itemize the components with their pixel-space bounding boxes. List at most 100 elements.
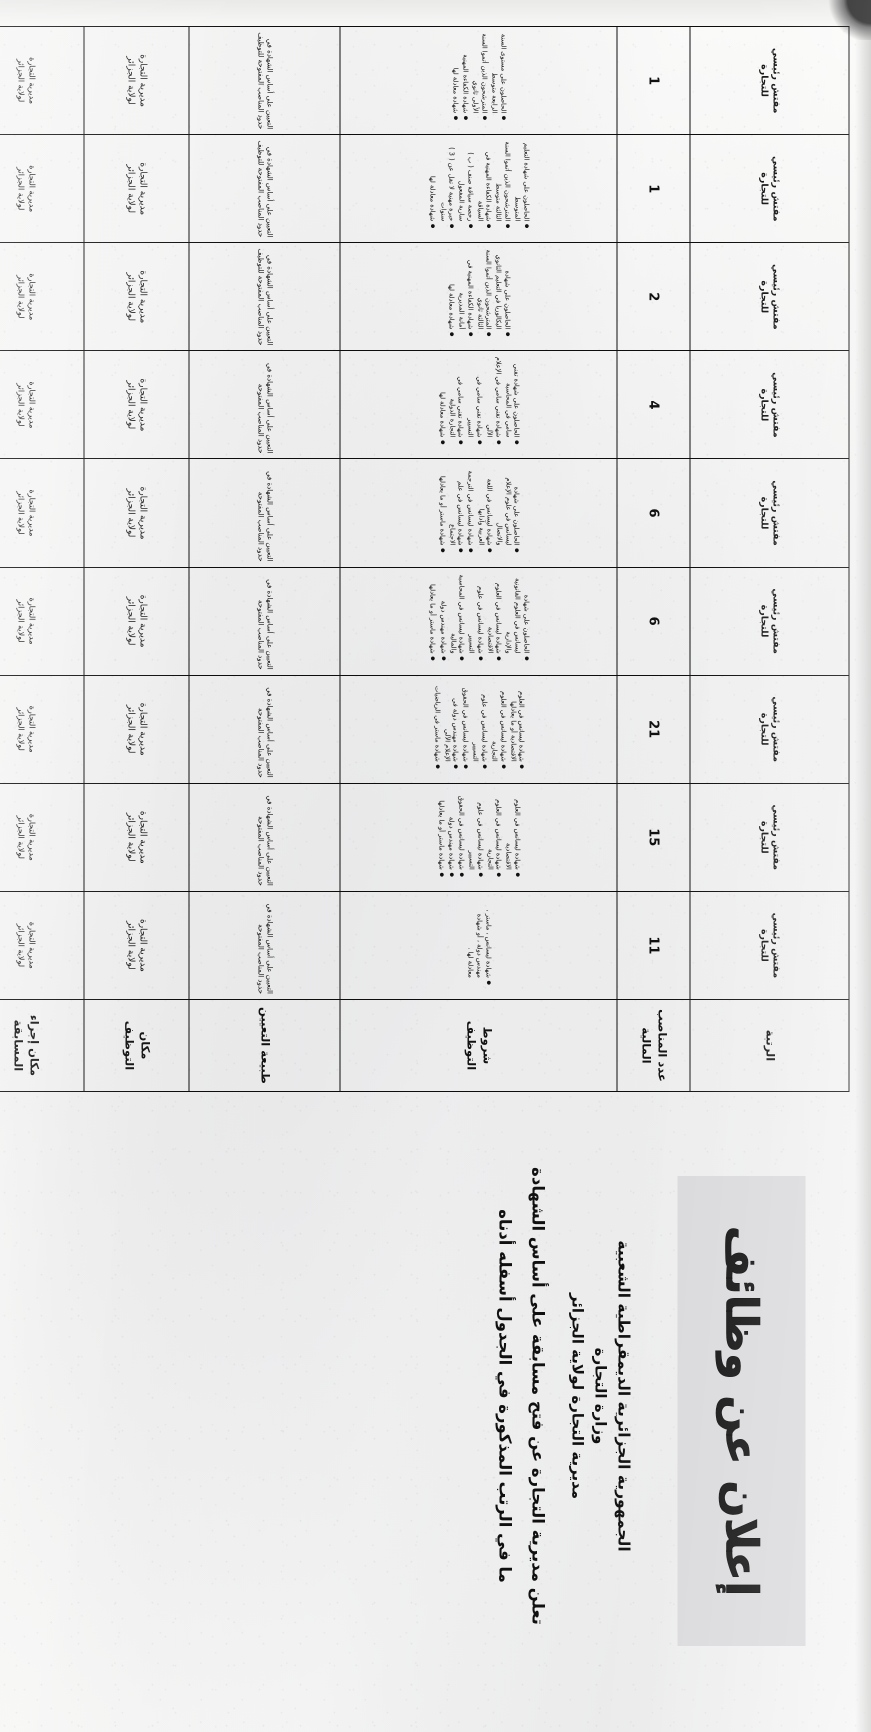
list-item: الحاصلون على شهادة البكالوريا في التعليم… (494, 248, 511, 336)
table-cell-posts: 1 (616, 134, 690, 243)
table-cell-nature: التعيين على أساس الشهادة في حدود المناصب… (188, 242, 340, 351)
table-cell-exam_place: مديرية التجارة لولاية الجزائر (0, 134, 84, 243)
list-item: شهادة معادلة لها (451, 32, 459, 120)
list-item: شهادة معادلة لها (437, 356, 446, 444)
table-cell-nature: التعيين على أساس الشهادة في حدود المناصب… (188, 783, 340, 892)
conditions-list: شهادة ليسانس في العلوم الاقتصادية أو ما … (432, 681, 526, 778)
table-cell-conditions: الحاصلون على مستوى السنة الرابعة متوسطال… (339, 26, 617, 135)
list-item: المترشحون الذين أتموا السنة الثالثة متوس… (494, 140, 511, 228)
list-item: الحاصلون على مستوى السنة الرابعة متوسط (490, 32, 507, 120)
table-cell-conditions: الحاصلون على شهادة تقني سامي في المحاسبة… (339, 350, 617, 459)
table-row: مكان إجراء المسابقة مديرية التجارة لولاية ا… (0, 26, 84, 1092)
list-item: خبرة مهنية لا تقل عن ( 3 ) سنوات (438, 140, 456, 228)
table-cell-place: مديرية التجارة لولاية الجزائر (83, 567, 189, 676)
table-cell-place: مديرية التجارة لولاية الجزائر (83, 783, 189, 892)
table-cell-posts: 1 (616, 26, 690, 135)
conditions-list: شهادة ليسانس ، ماستر ، مهندس دولة ، أو ش… (466, 897, 491, 994)
heading-subtitle-1: تعلن مديرية التجارة عن فتح مسابقة على أس… (528, 1167, 548, 1625)
conditions-list: الحاصلون على شهادة ليسانس في علوم الإعلا… (437, 464, 521, 561)
table-row: الرتبة مفتش رئيسي للتجارة مفتش رئيسي للتجا… (689, 26, 849, 1092)
table-cell-exam_place: مديرية التجارة لولاية الجزائر (0, 675, 84, 784)
table-cell-place: مديرية التجارة لولاية الجزائر (83, 350, 189, 459)
conditions-list: شهادة ليسانس في العلوم الاقتصاديةشهادة ل… (436, 789, 521, 886)
conditions-list: الحاصلون على شهادة البكالوريا في التعليم… (447, 248, 511, 345)
table-cell-exam_place: مديرية التجارة لولاية الجزائر (0, 783, 84, 892)
table-cell-conditions: الحاصلون على شهادة ليسانس في العلوم القا… (339, 567, 617, 676)
jobs-table: الرتبة مفتش رئيسي للتجارة مفتش رئيسي للتجا… (0, 26, 849, 1092)
table-row: عدد المناصب المالية 11 15 21 6 6 4 2 1 1 (616, 26, 690, 1092)
table-cell-place: مديرية التجارة لولاية الجزائر (83, 458, 189, 568)
table-cell-nature: التعيين على أساس الشهادة في حدود المناصب… (188, 134, 340, 243)
table-row: مكان التوظيف مديرية التجارة لولاية الجزائر… (83, 26, 189, 1092)
table-cell-rank: مفتش رئيسي للتجارة (689, 242, 849, 351)
table-cell-rank: مفتش رئيسي للتجارة (689, 134, 849, 243)
table-cell-conditions: الحاصلون على شهادة التعليم المتوسطالمترش… (339, 134, 617, 243)
table-cell-exam_place: مديرية التجارة لولاية الجزائر (0, 26, 84, 135)
row-header-nature: طبيعة التعيين (188, 999, 340, 1092)
list-item: الحاصلون على شهادة تقني سامي في المحاسبة (503, 356, 521, 444)
row-header-exam_place: مكان إجراء المسابقة (0, 999, 84, 1092)
list-item: شهادة ليسانس في علوم التسيير (471, 681, 489, 769)
table-cell-posts: 15 (616, 783, 690, 892)
table-cell-conditions: شهادة ليسانس ، ماستر ، مهندس دولة ، أو ش… (339, 891, 617, 1000)
table-cell-nature: التعيين على أساس الشهادة في حدود المناصب… (188, 891, 340, 1000)
row-header-conditions: شروط التوظيف (339, 999, 617, 1092)
table-cell-conditions: شهادة ليسانس في العلوم الاقتصاديةشهادة ل… (339, 783, 617, 892)
table-row: شروط التوظيف شهادة ليسانس ، ماستر ، مهندس… (339, 26, 617, 1092)
list-item: شهادة معادلة لها (447, 248, 455, 336)
list-item: رخصة سياقة صنف ( ب ) سارية المفعول (457, 140, 474, 228)
table-cell-exam_place: مديرية التجارة لولاية الجزائر (0, 891, 84, 1000)
table-cell-rank: مفتش رئيسي للتجارة (689, 783, 849, 892)
table-cell-exam_place: مديرية التجارة لولاية الجزائر (0, 350, 84, 459)
list-item: شهادة ليسانس في العلوم الاقتصادية (485, 573, 503, 661)
masthead-banner: إعلان عن وظائف (677, 1176, 805, 1646)
table-cell-conditions: الحاصلون على شهادة ليسانس في علوم الإعلا… (339, 458, 617, 568)
table-cell-conditions: الحاصلون على شهادة البكالوريا في التعليم… (339, 242, 617, 351)
list-item: شهادة ليسانس ، ماستر ، مهندس دولة ، أو ش… (466, 897, 491, 985)
table-cell-nature: التعيين على أساس الشهادة في حدود المناصب… (188, 350, 340, 459)
list-item: شهادة ليسانس في اللغة العربية وآدابها (476, 464, 494, 552)
scanner-right-edge (855, 0, 871, 1732)
table-cell-posts: 4 (616, 350, 690, 459)
conditions-list: الحاصلون على مستوى السنة الرابعة متوسطال… (451, 32, 507, 129)
list-item: شهادة معادلة لها (428, 140, 436, 228)
heading-line-3: مديرية التجارة لولاية الجزائر (567, 1292, 586, 1500)
table-cell-posts: 11 (616, 891, 690, 1000)
list-item: الحاصلون على شهادة ليسانس في علوم الإعلا… (495, 464, 520, 552)
list-item: شهادة ماستر أو ما يعادلها (437, 464, 446, 552)
table-cell-nature: التعيين على أساس الشهادة في حدود المناصب… (188, 675, 340, 784)
row-header-posts: عدد المناصب المالية (616, 999, 690, 1092)
table-cell-rank: مفتش رئيسي للتجارة (689, 26, 849, 135)
table-cell-posts: 6 (616, 458, 690, 568)
heading-line-1: الجمهورية الجزائرية الديمقراطية الشعبية (614, 1240, 632, 1552)
list-item: شهادة الكفاءة المهنية (461, 32, 469, 120)
document-heading: الجمهورية الجزائرية الديمقراطية الشعبية … (491, 1116, 635, 1676)
row-header-place: مكان التوظيف (83, 999, 189, 1092)
table-cell-nature: التعيين على أساس الشهادة في حدود المناصب… (188, 567, 340, 676)
table-cell-exam_place: مديرية التجارة لولاية الجزائر (0, 242, 84, 351)
table-cell-place: مديرية التجارة لولاية الجزائر (83, 242, 189, 351)
list-item: شهادة الكفاءة المهنية في أمانة المديرية (457, 248, 474, 336)
table-cell-nature: التعيين على أساس الشهادة في حدود المناصب… (188, 458, 340, 568)
list-item: شهادة ليسانس في الترجمة (466, 464, 474, 552)
conditions-list: الحاصلون على شهادة تقني سامي في المحاسبة… (437, 356, 521, 453)
heading-subtitle-2: ما في الرتب المذكورة في الجدول أسفله أدن… (494, 1209, 514, 1583)
list-item: الحاصلون على شهادة ليسانس في العلوم القا… (504, 573, 529, 661)
table-cell-nature: التعيين على أساس الشهادة في حدود المناصب… (188, 26, 340, 135)
table-cell-rank: مفتش رئيسي للتجارة (689, 350, 849, 459)
list-item: شهادة ليسانس في العلوم التجارية (485, 789, 503, 877)
table-cell-place: مديرية التجارة لولاية الجزائر (83, 26, 189, 135)
list-item: شهادة الكفاءة المهنية في السياقة (475, 140, 493, 228)
table-cell-place: مديرية التجارة لولاية الجزائر (83, 675, 189, 784)
list-item: شهادة ماستر أو ما يعادلها (436, 789, 445, 877)
table-cell-place: مديرية التجارة لولاية الجزائر (83, 891, 189, 1000)
page-title: إعلان عن وظائف (715, 1225, 767, 1597)
row-header-rank: الرتبة (689, 999, 849, 1092)
list-item: شهادة مهندس دولة (438, 573, 447, 661)
table-cell-rank: مفتش رئيسي للتجارة (689, 567, 849, 676)
table-cell-rank: مفتش رئيسي للتجارة (689, 458, 849, 568)
table-cell-posts: 21 (616, 675, 690, 784)
table-cell-rank: مفتش رئيسي للتجارة (689, 675, 849, 784)
list-item: شهادة ليسانس في الحقوق (457, 789, 465, 877)
table-cell-posts: 2 (616, 242, 690, 351)
